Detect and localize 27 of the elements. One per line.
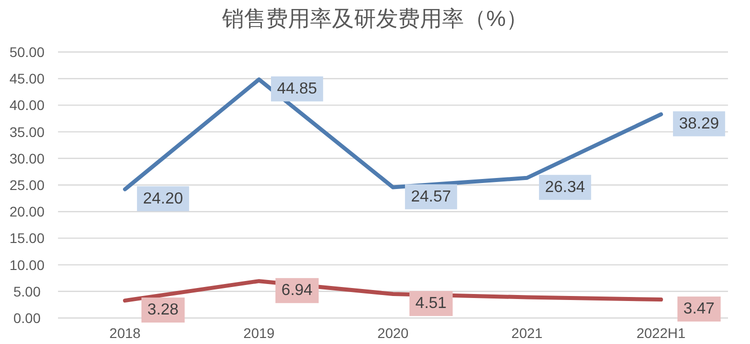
y-tick-label: 25.00 [9, 177, 45, 193]
y-tick-label: 20.00 [9, 204, 45, 220]
y-tick-label: 10.00 [9, 256, 45, 273]
y-tick-label: 40.00 [9, 97, 45, 114]
x-tick-label: 2022H1 [636, 325, 686, 341]
data-label: 4.51 [415, 295, 447, 312]
data-label: 24.20 [142, 190, 184, 208]
data-label: 3.28 [147, 302, 179, 319]
y-tick-label: 30.00 [9, 150, 45, 166]
x-tick-label: 2021 [511, 325, 543, 341]
x-tick-label: 2018 [109, 325, 141, 341]
chart-title: 销售费用率及研发费用率（%） [221, 6, 528, 31]
x-tick-label: 2020 [377, 325, 409, 341]
y-tick-label: 45.00 [9, 70, 45, 87]
y-tick-label: 5.00 [13, 283, 41, 300]
data-label: 3.47 [683, 300, 715, 318]
data-label: 44.85 [276, 80, 318, 98]
data-label: 38.29 [678, 115, 720, 132]
y-tick-label: 50.00 [9, 44, 45, 60]
y-tick-label: 0.00 [13, 310, 41, 326]
data-label: 24.57 [410, 188, 452, 206]
data-label: 6.94 [281, 282, 313, 300]
data-label: 26.34 [544, 178, 586, 196]
y-tick-label: 15.00 [9, 230, 45, 246]
y-tick-label: 35.00 [9, 124, 45, 140]
line-series [123, 77, 663, 192]
x-tick-label: 2019 [243, 325, 275, 341]
